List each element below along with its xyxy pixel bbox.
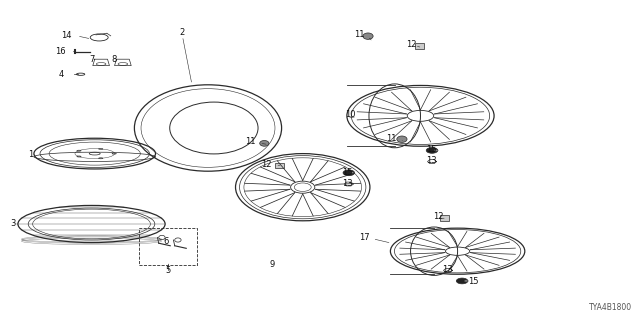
Text: 11: 11	[246, 137, 256, 146]
Text: 15: 15	[426, 145, 436, 154]
Text: 4: 4	[59, 70, 64, 79]
Text: 15: 15	[342, 168, 353, 177]
Text: 16: 16	[54, 47, 65, 56]
Ellipse shape	[426, 148, 438, 153]
Bar	[440, 215, 449, 220]
Ellipse shape	[260, 140, 269, 146]
Ellipse shape	[351, 172, 355, 174]
Text: 8: 8	[111, 55, 116, 64]
Text: 10: 10	[345, 110, 355, 119]
Text: 6: 6	[164, 237, 169, 246]
Text: 12: 12	[433, 212, 444, 221]
Text: 12: 12	[406, 40, 417, 49]
Text: 12: 12	[262, 160, 272, 169]
Bar	[415, 43, 424, 49]
Text: 11: 11	[355, 30, 365, 39]
Text: 17: 17	[359, 233, 370, 242]
Text: 3: 3	[11, 220, 16, 228]
Text: 13: 13	[342, 179, 353, 188]
Text: 2: 2	[180, 28, 185, 37]
Text: 11: 11	[387, 134, 397, 143]
Text: 5: 5	[166, 266, 171, 275]
Ellipse shape	[397, 136, 407, 142]
Text: 13: 13	[426, 156, 436, 165]
Text: TYA4B1800: TYA4B1800	[589, 303, 632, 312]
Ellipse shape	[343, 170, 355, 176]
Text: 9: 9	[269, 260, 275, 269]
Text: 13: 13	[442, 265, 452, 274]
Text: 15: 15	[468, 277, 479, 286]
Ellipse shape	[363, 33, 373, 39]
Ellipse shape	[456, 278, 468, 284]
Text: 7: 7	[89, 55, 94, 64]
Bar	[275, 163, 284, 168]
Text: 1: 1	[28, 150, 33, 159]
Text: 14: 14	[61, 31, 72, 40]
Ellipse shape	[464, 280, 468, 282]
Ellipse shape	[434, 149, 438, 151]
